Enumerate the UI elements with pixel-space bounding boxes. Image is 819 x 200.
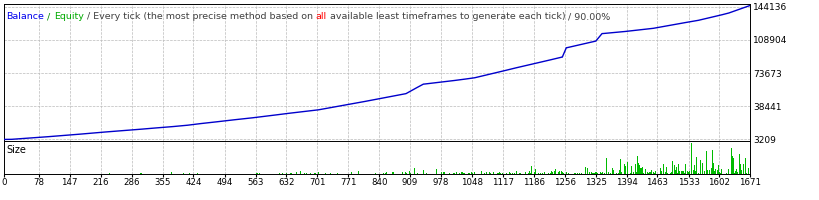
Text: / 90.00%: / 90.00% <box>564 12 610 21</box>
Text: Equity: Equity <box>53 12 84 21</box>
Text: available least timeframes to generate each tick): available least timeframes to generate e… <box>326 12 564 21</box>
Text: / Every tick (the most precise method based on: / Every tick (the most precise method ba… <box>84 12 315 21</box>
Text: all: all <box>315 12 326 21</box>
Text: /: / <box>44 12 53 21</box>
Text: Balance: Balance <box>7 12 44 21</box>
Text: Size: Size <box>7 145 26 155</box>
